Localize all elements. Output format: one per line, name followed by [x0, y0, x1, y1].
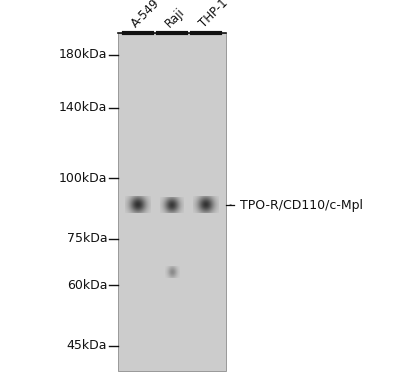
Text: A-549: A-549: [129, 0, 162, 30]
Text: Raji: Raji: [163, 5, 188, 30]
Text: 180kDa: 180kDa: [59, 48, 107, 61]
Text: 140kDa: 140kDa: [59, 101, 107, 114]
Text: 100kDa: 100kDa: [59, 172, 107, 185]
Text: TPO-R/CD110/c-Mpl: TPO-R/CD110/c-Mpl: [240, 199, 363, 212]
Text: THP-1: THP-1: [197, 0, 230, 30]
Text: 45kDa: 45kDa: [67, 339, 107, 352]
Bar: [118, 33, 226, 371]
Text: 60kDa: 60kDa: [67, 279, 107, 292]
Text: 75kDa: 75kDa: [66, 232, 107, 245]
